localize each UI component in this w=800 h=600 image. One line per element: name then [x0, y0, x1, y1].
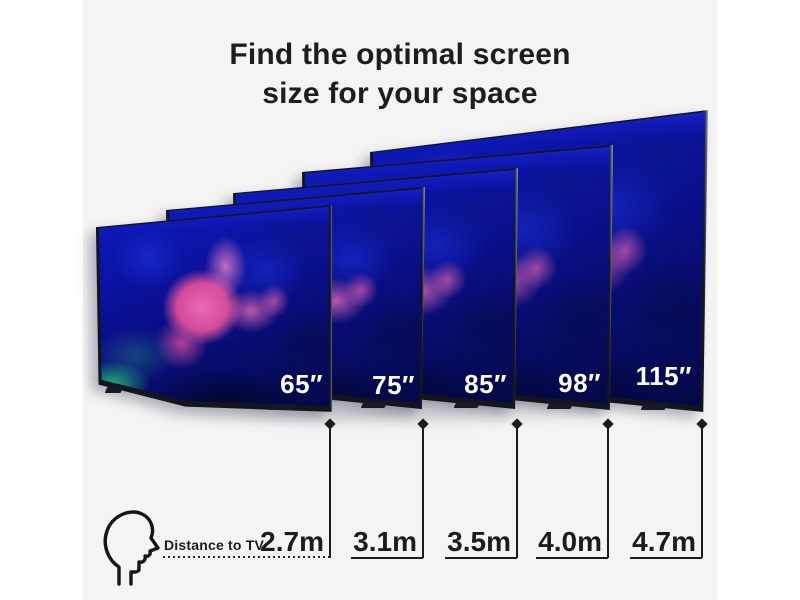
distance-value-115: 4.7m	[632, 526, 696, 557]
distance-value-65: 2.7m	[260, 526, 324, 557]
distance-underline	[536, 557, 608, 559]
distance-connector-line	[422, 424, 424, 558]
tv-size-label: 115″	[635, 361, 692, 391]
head-profile-icon	[103, 510, 160, 586]
tv-stand-foot	[640, 404, 668, 410]
distance-underline	[351, 557, 423, 559]
tv-size-label: 65″	[280, 369, 323, 399]
distance-connector-line	[607, 424, 609, 558]
tv-65-inch: 65″	[95, 204, 333, 414]
title-line-1: Find the optimal screen	[229, 38, 571, 72]
tv-stand-foot	[546, 403, 574, 409]
distance-connector-line	[701, 424, 703, 558]
tv-bezel: 65″	[95, 205, 333, 412]
tv-size-label: 85″	[464, 369, 507, 399]
tv-stand-foot	[453, 402, 481, 408]
distance-value-75: 3.1m	[353, 526, 417, 557]
distance-connector-line	[329, 424, 331, 558]
distance-to-tv-label: Distance to TV	[164, 537, 265, 553]
tv-stand-foot	[268, 404, 296, 410]
tv-screen-coral-image	[98, 207, 330, 406]
distance-dotted-line	[163, 556, 331, 558]
tv-size-label: 75″	[372, 370, 415, 400]
title-line-2: size for your space	[262, 77, 538, 111]
tv-stand-foot	[104, 387, 124, 393]
distance-underline	[630, 557, 702, 559]
distance-value-85: 3.5m	[447, 526, 511, 557]
distance-underline	[445, 557, 517, 559]
tv-stand-foot	[360, 402, 388, 408]
tv-size-label: 98″	[558, 368, 601, 398]
page-title: Find the optimal screen size for your sp…	[0, 35, 800, 113]
distance-connector-line	[516, 424, 518, 558]
distance-value-98: 4.0m	[538, 526, 602, 557]
